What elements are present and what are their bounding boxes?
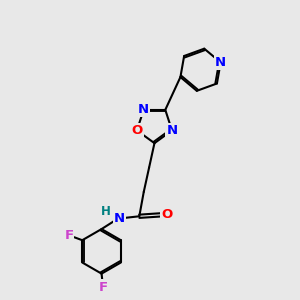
Text: N: N [167,124,178,137]
Text: O: O [131,124,142,137]
Text: O: O [161,208,172,221]
Text: N: N [138,103,149,116]
Text: F: F [98,280,108,293]
Text: N: N [114,212,125,225]
Text: N: N [215,56,226,69]
Text: F: F [64,229,74,242]
Text: H: H [100,205,110,218]
